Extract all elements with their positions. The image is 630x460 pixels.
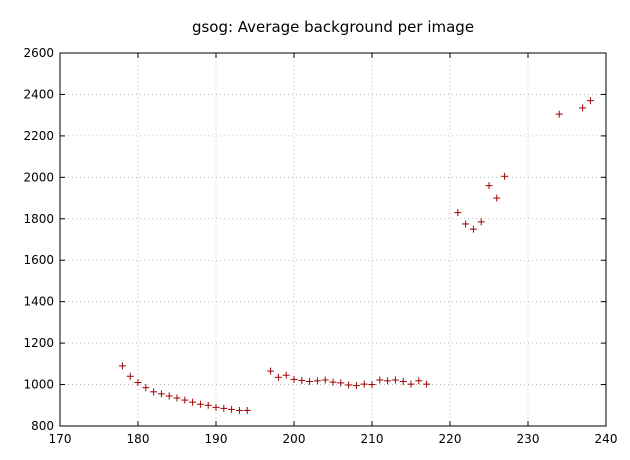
data-point bbox=[493, 194, 501, 202]
y-tick-label: 800 bbox=[31, 419, 54, 433]
data-point bbox=[337, 379, 345, 387]
data-point bbox=[306, 377, 314, 385]
axis-ticks bbox=[59, 52, 607, 427]
data-point bbox=[173, 394, 181, 402]
x-tick-label: 190 bbox=[205, 432, 228, 446]
y-tick-label: 1800 bbox=[23, 212, 54, 226]
data-point bbox=[415, 377, 423, 385]
x-tick-label: 180 bbox=[127, 432, 150, 446]
data-point bbox=[290, 375, 298, 383]
y-tick-label: 1600 bbox=[23, 253, 54, 267]
data-point bbox=[134, 378, 142, 386]
data-point bbox=[196, 400, 204, 408]
x-tick-label: 170 bbox=[49, 432, 72, 446]
data-point bbox=[376, 376, 384, 384]
data-point bbox=[282, 371, 290, 379]
y-tick-label: 2600 bbox=[23, 46, 54, 60]
chart-title: gsog: Average background per image bbox=[192, 18, 474, 36]
y-tick-label: 2000 bbox=[23, 170, 54, 184]
data-point bbox=[391, 376, 399, 384]
data-point bbox=[228, 405, 236, 413]
data-point bbox=[274, 373, 282, 381]
data-point bbox=[360, 380, 368, 388]
data-point bbox=[212, 403, 220, 411]
x-tick-label: 230 bbox=[517, 432, 540, 446]
data-point bbox=[267, 367, 275, 375]
plot-area-frame bbox=[59, 52, 607, 427]
x-tick-label: 200 bbox=[283, 432, 306, 446]
data-point bbox=[298, 376, 306, 384]
data-point bbox=[579, 104, 587, 112]
data-point bbox=[384, 377, 392, 385]
data-point bbox=[368, 381, 376, 389]
y-tick-label: 1000 bbox=[23, 378, 54, 392]
data-point bbox=[477, 218, 485, 226]
data-point bbox=[399, 377, 407, 385]
data-point bbox=[142, 384, 150, 392]
data-point bbox=[454, 209, 462, 217]
data-point bbox=[462, 220, 470, 228]
x-tick-label: 210 bbox=[361, 432, 384, 446]
data-point bbox=[181, 396, 189, 404]
y-tick-label: 1400 bbox=[23, 295, 54, 309]
data-point bbox=[329, 378, 337, 386]
data-point bbox=[586, 97, 594, 105]
grid bbox=[60, 53, 606, 426]
x-axis-tick-labels: 170 180 190 200 210 220 230 240 bbox=[49, 432, 618, 446]
data-point bbox=[352, 382, 360, 390]
data-point bbox=[126, 372, 134, 380]
data-point bbox=[204, 401, 212, 409]
data-point bbox=[469, 225, 477, 233]
data-point bbox=[501, 172, 509, 180]
data-point bbox=[345, 381, 353, 389]
data-point bbox=[157, 390, 165, 398]
y-axis-tick-labels: 800 1000 1200 1400 1600 1800 2000 2200 2400 2600 bbox=[23, 46, 54, 433]
data-points bbox=[118, 97, 594, 414]
y-tick-label: 2400 bbox=[23, 87, 54, 101]
y-tick-label: 1200 bbox=[23, 336, 54, 350]
x-tick-label: 220 bbox=[439, 432, 462, 446]
data-point bbox=[243, 406, 251, 414]
data-point bbox=[555, 110, 563, 118]
data-point bbox=[165, 392, 173, 400]
data-point bbox=[189, 398, 197, 406]
data-point bbox=[313, 377, 321, 385]
data-point bbox=[220, 404, 228, 412]
data-point bbox=[423, 380, 431, 388]
data-point bbox=[235, 406, 243, 414]
data-point bbox=[485, 182, 493, 190]
x-tick-label: 240 bbox=[595, 432, 618, 446]
data-point bbox=[118, 362, 126, 370]
data-point bbox=[150, 388, 158, 396]
y-tick-label: 2200 bbox=[23, 129, 54, 143]
data-point bbox=[321, 376, 329, 384]
data-point bbox=[407, 380, 415, 388]
